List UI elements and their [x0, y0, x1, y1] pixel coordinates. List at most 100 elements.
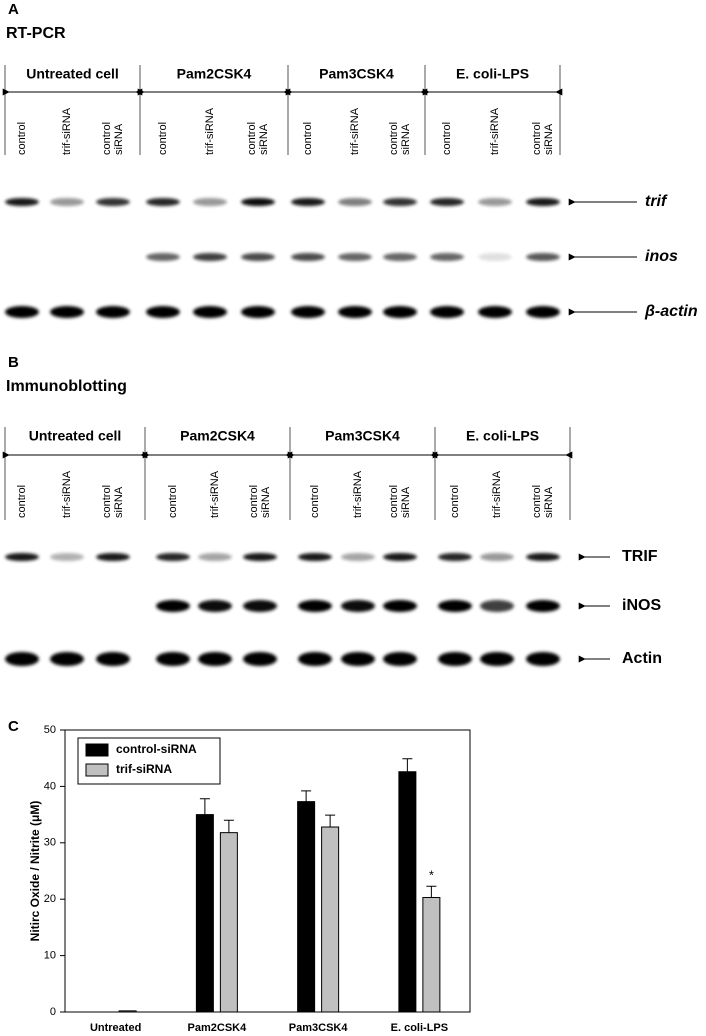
band-label: iNOS [622, 597, 661, 614]
bar [219, 832, 238, 1013]
error-bar [325, 814, 336, 828]
y-tick-label: 20 [44, 893, 56, 905]
bar [195, 814, 214, 1013]
blot-band [198, 553, 232, 561]
lane-label: siRNA [258, 123, 270, 155]
panel-title: RT-PCR [6, 25, 66, 42]
blot-band [198, 600, 232, 612]
lane-label: siRNA [113, 486, 125, 518]
group-header: E. coli-LPS [456, 66, 529, 82]
lane-label: control [531, 122, 543, 155]
lane-label: control [388, 122, 400, 155]
group-header: Pam2CSK4 [180, 428, 255, 444]
blot-band [526, 652, 560, 666]
lane-label: control [248, 485, 260, 518]
lane-label: control [101, 485, 113, 518]
lane-label: control [449, 485, 461, 518]
group-header: Pam3CSK4 [325, 428, 400, 444]
y-axis-label: Nitirc Oxide / Nitrite (μM) [28, 801, 42, 942]
blot-band [193, 306, 227, 318]
blot-band [291, 253, 325, 261]
blot-band [341, 553, 375, 561]
lane-label: siRNA [260, 486, 272, 518]
blot-band [5, 198, 39, 206]
blot-band [480, 652, 514, 666]
blot-band [156, 600, 190, 612]
band-label: β-actin [644, 303, 698, 320]
legend-label: trif-siRNA [116, 762, 172, 776]
band-label: inos [645, 248, 678, 265]
lane-label: trif-siRNA [209, 470, 221, 518]
panel-letter: B [8, 354, 19, 371]
group-header: Pam3CSK4 [319, 66, 394, 82]
blot-band [383, 553, 417, 561]
lane-label: control [388, 485, 400, 518]
blot-band [5, 652, 39, 666]
panel-letter: C [8, 718, 19, 735]
blot-band [50, 306, 84, 318]
blot-band [438, 600, 472, 612]
blot-band [383, 600, 417, 612]
lane-label: siRNA [400, 486, 412, 518]
lane-label: control [309, 485, 321, 518]
lane-label: trif-siRNA [489, 107, 501, 155]
group-header: Untreated cell [29, 428, 122, 444]
blot-band [298, 553, 332, 561]
blot-band [243, 600, 277, 612]
blot-band [430, 198, 464, 206]
blot-band [478, 306, 512, 318]
lane-label: siRNA [400, 123, 412, 155]
bar [297, 801, 316, 1013]
significance-mark: * [429, 868, 434, 883]
lane-label: trif-siRNA [61, 470, 73, 518]
blot-band [298, 600, 332, 612]
lane-label: control [157, 122, 169, 155]
lane-label: control [167, 485, 179, 518]
lane-label: trif-siRNA [352, 470, 364, 518]
panel-letter: A [8, 1, 19, 18]
blot-band [241, 198, 275, 206]
blot-band [243, 553, 277, 561]
y-tick-label: 30 [44, 837, 56, 849]
error-bar [426, 885, 437, 898]
blot-band [430, 253, 464, 261]
legend-swatch [85, 763, 109, 777]
blot-band [50, 652, 84, 666]
blot-band [341, 600, 375, 612]
blot-band [96, 306, 130, 318]
blot-band [241, 253, 275, 261]
blot-band [193, 253, 227, 261]
blot-band [146, 306, 180, 318]
band-label: trif [645, 193, 668, 210]
panel-title: Immunoblotting [6, 378, 127, 395]
lane-label: siRNA [543, 486, 555, 518]
band-label: TRIF [622, 548, 658, 565]
error-bar [199, 798, 210, 815]
legend-label: control-siRNA [116, 742, 197, 756]
y-tick-label: 10 [44, 950, 56, 962]
group-header: E. coli-LPS [466, 428, 539, 444]
lane-label: control [246, 122, 258, 155]
legend-swatch [85, 743, 109, 757]
lane-label: control [302, 122, 314, 155]
y-tick-label: 40 [44, 780, 56, 792]
blot-band [5, 553, 39, 561]
lane-label: control [441, 122, 453, 155]
group-header: Untreated cell [26, 66, 119, 82]
x-tick-label: Pam3CSK4 [289, 1022, 349, 1034]
blot-band [50, 198, 84, 206]
plot-frame [64, 729, 471, 1013]
error-bar [301, 790, 312, 802]
y-tick-label: 0 [50, 1006, 56, 1018]
x-tick-label: Pam2CSK4 [188, 1022, 248, 1034]
lane-label: trif-siRNA [491, 470, 503, 518]
blot-band [438, 652, 472, 666]
lane-label: control [16, 485, 28, 518]
blot-band [298, 652, 332, 666]
blot-band [430, 306, 464, 318]
blot-band [341, 652, 375, 666]
error-bar [223, 819, 234, 833]
blot-band [291, 198, 325, 206]
